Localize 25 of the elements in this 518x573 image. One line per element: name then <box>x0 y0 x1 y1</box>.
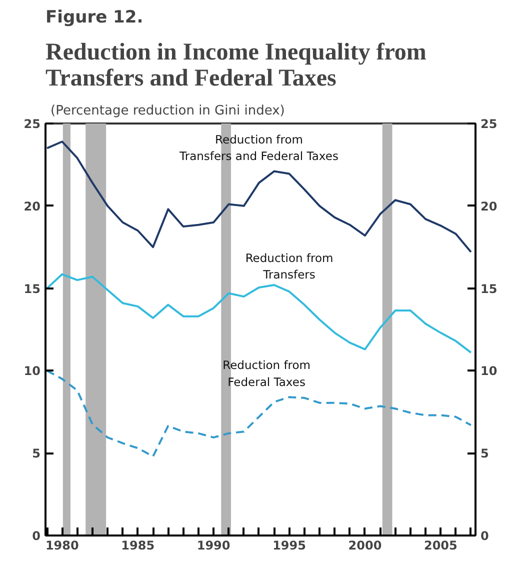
series-label: Reduction from Federal Taxes <box>222 358 311 389</box>
y2-tick-label: 5 <box>480 446 489 461</box>
y-tick-label: 0 <box>32 529 41 543</box>
y2-tick-label: 15 <box>480 282 498 296</box>
caption: Figure 12. <box>46 8 144 28</box>
y-tick-label: 10 <box>24 364 41 378</box>
x-tick-label: 1990 <box>196 538 230 552</box>
y2-tick-label: 25 <box>480 117 498 131</box>
x-tick-label: 1995 <box>272 538 306 552</box>
series-label: Reduction from Transfers <box>245 250 334 282</box>
y2-tick-label: 0 <box>480 529 489 543</box>
x-tick-label: 2005 <box>424 538 458 552</box>
line-series <box>46 370 472 458</box>
y2-tick-label: 20 <box>480 199 498 214</box>
y-tick-label: 25 <box>24 117 41 131</box>
y2-tick-label: 10 <box>480 364 498 378</box>
x-tick-label: 1985 <box>121 538 155 552</box>
text: Reduction from Transfers and Federal Taxes <box>178 132 338 164</box>
y-tick-label: 15 <box>24 282 41 296</box>
chart-subtitle: (Percentage reduction in Gini index) <box>50 104 285 118</box>
y-tick-label: 5 <box>32 446 41 461</box>
chart-title: Reduction in Income Inequality from Transfers and Federal Taxes <box>46 40 426 92</box>
x-tick-label: 1980 <box>45 538 79 552</box>
x-tick-label: 2000 <box>348 538 382 552</box>
y-tick-label: 20 <box>24 199 41 214</box>
